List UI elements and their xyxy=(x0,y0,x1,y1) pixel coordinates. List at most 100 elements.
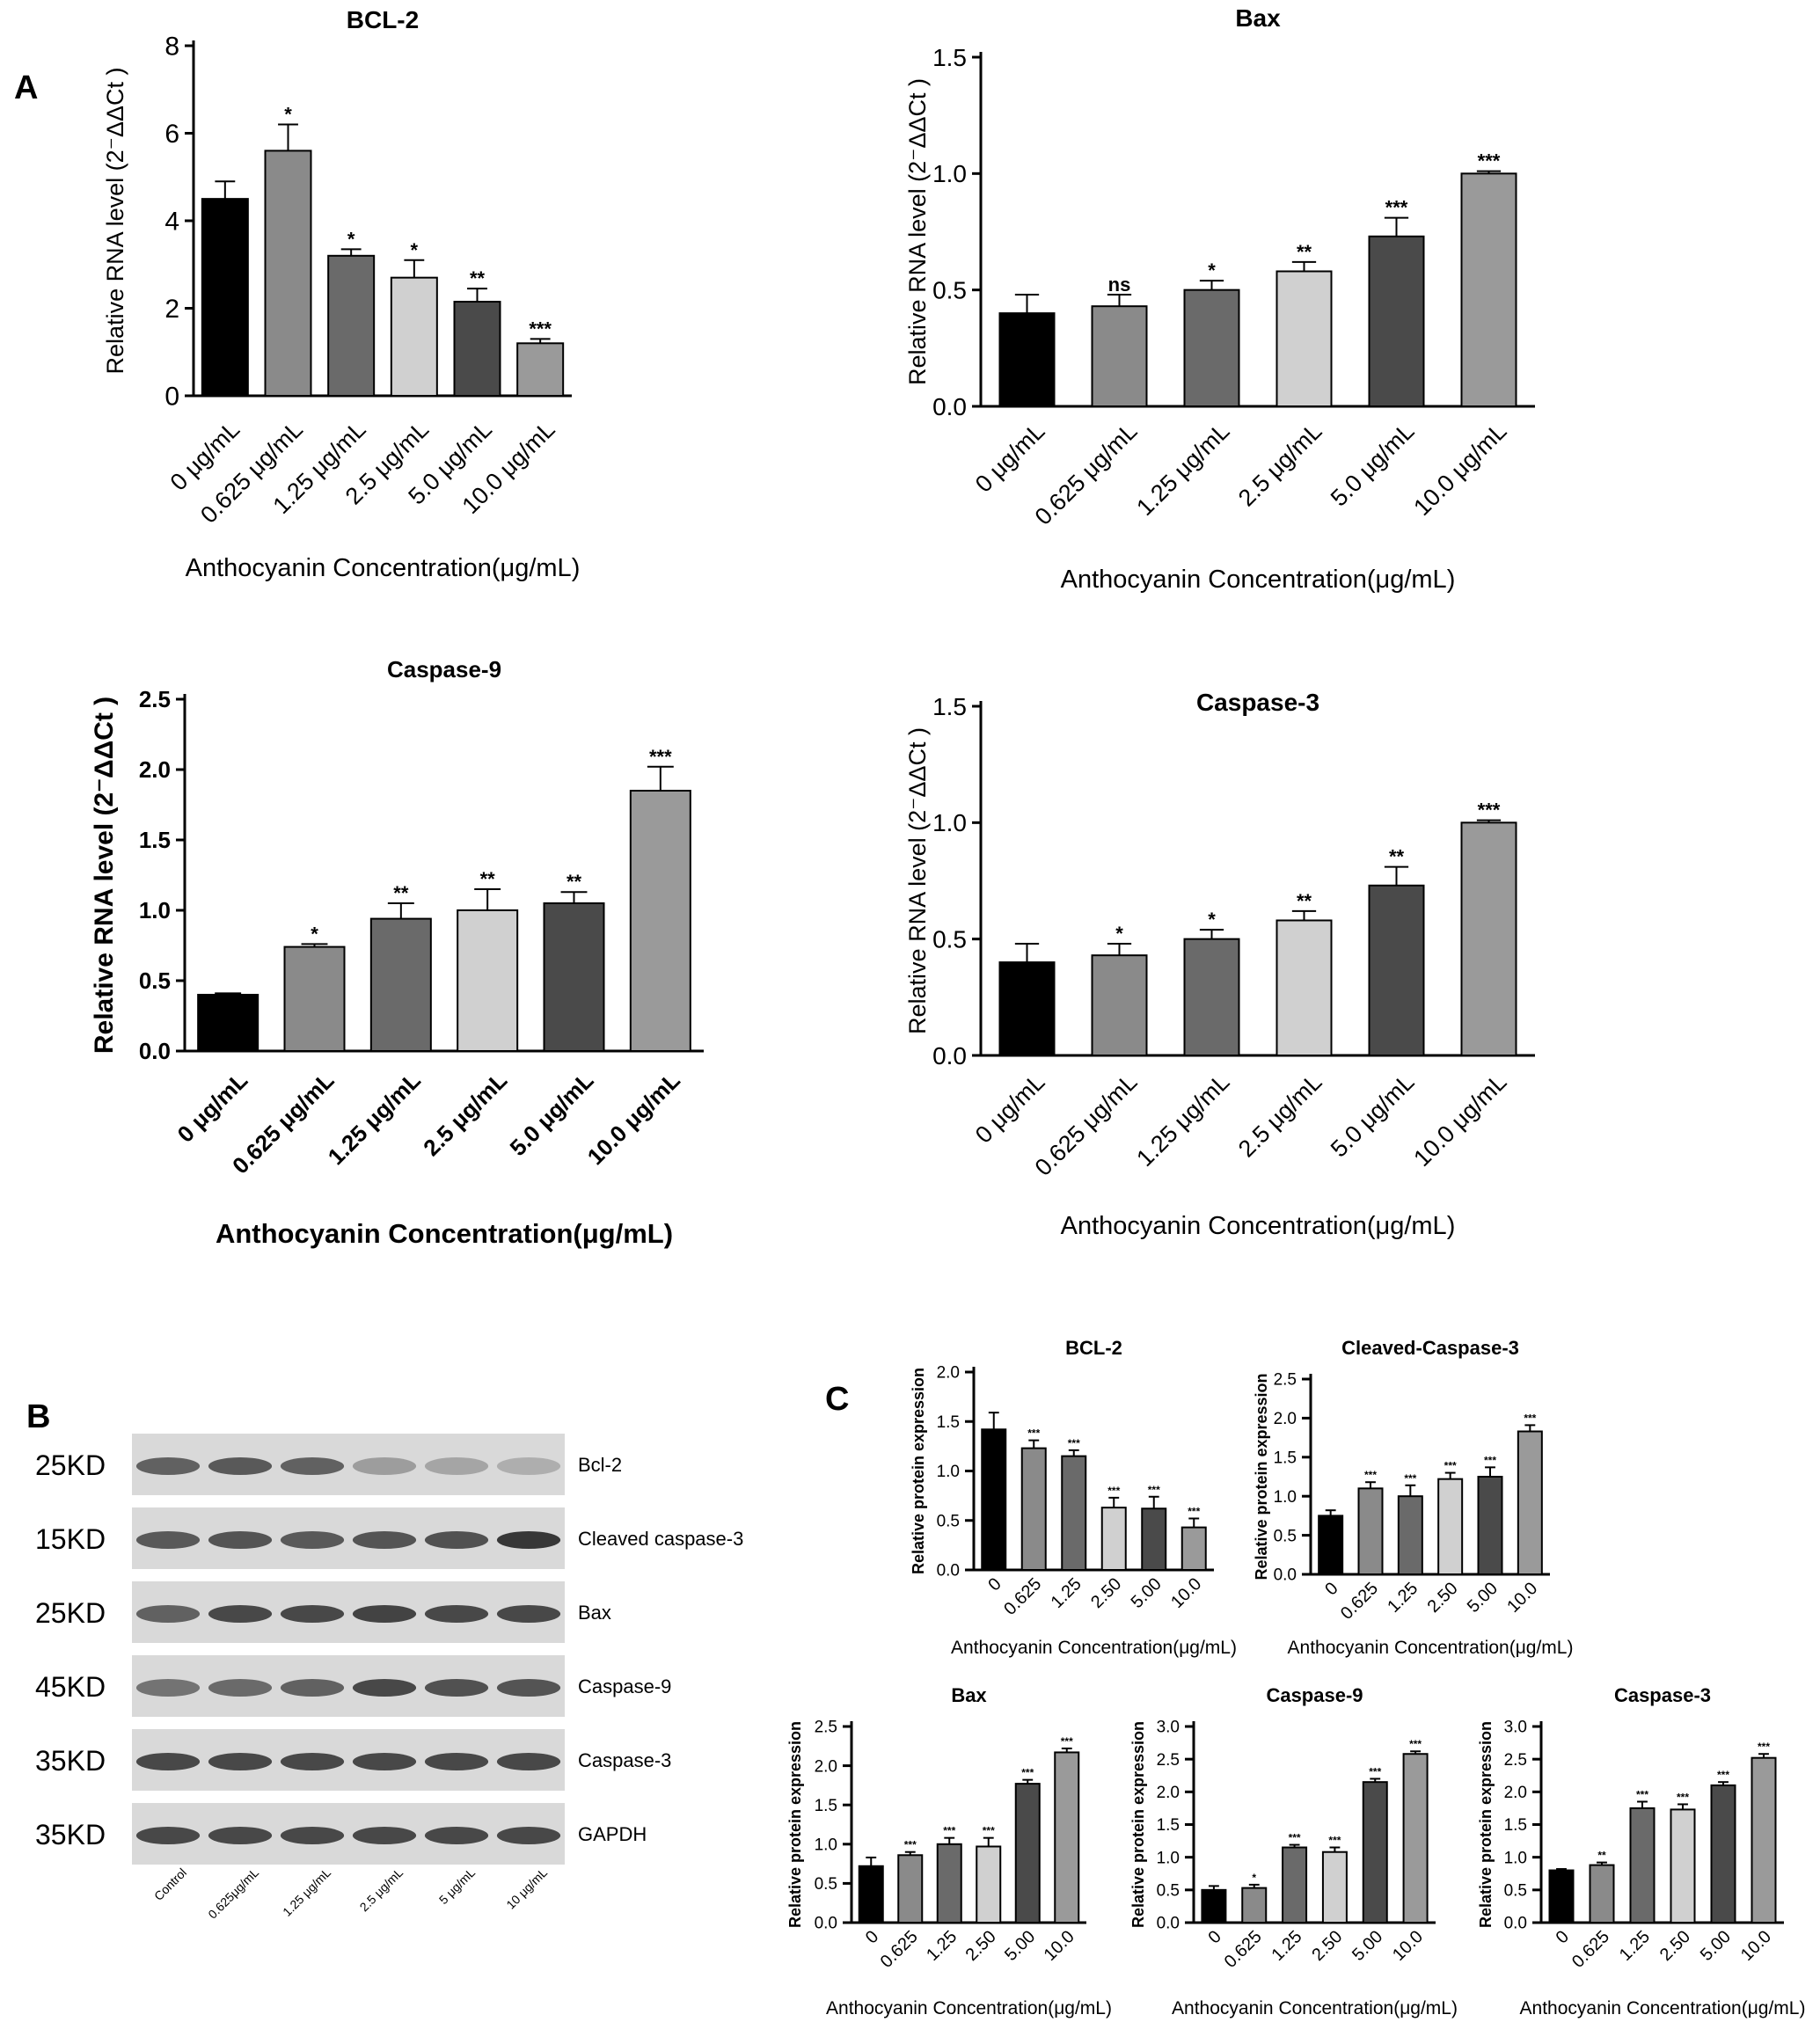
category-label: 0 xyxy=(862,1927,882,1947)
significance-label: ** xyxy=(1389,846,1405,868)
significance-label: *** xyxy=(649,746,672,768)
y-tick-label: 0.0 xyxy=(1157,1915,1180,1933)
blot-band xyxy=(208,1605,273,1623)
x-axis-label: Anthocyanin Concentration(μg/mL) xyxy=(1061,566,1456,594)
y-tick-label: 1.0 xyxy=(932,809,967,836)
category-label: 2.50 xyxy=(1087,1574,1125,1612)
bar xyxy=(1091,954,1148,1057)
y-tick-label: 0.5 xyxy=(932,276,967,303)
significance-label: *** xyxy=(1148,1484,1160,1496)
western-blot: 25KD Bcl-2 15KD Cleaved caspase-3 25KD Bax 45K… xyxy=(35,1434,743,1922)
blot-band xyxy=(280,1679,345,1697)
significance-label: *** xyxy=(1068,1437,1080,1449)
category-label: 2.5 μg/mL xyxy=(418,1067,512,1161)
y-tick-label: 1.0 xyxy=(932,160,967,187)
bar xyxy=(1357,1487,1384,1575)
blot-band xyxy=(135,1827,201,1844)
significance-label: *** xyxy=(1478,799,1501,821)
significance-label: *** xyxy=(1385,197,1408,219)
significance-label: * xyxy=(411,239,419,261)
molecular-weight-label: 35KD xyxy=(35,1745,106,1777)
blot-row: 15KD Cleaved caspase-3 xyxy=(35,1507,743,1569)
y-tick-label: 2.5 xyxy=(1504,1751,1527,1770)
category-label: 1.25 xyxy=(1616,1927,1654,1965)
significance-label: * xyxy=(1208,909,1216,931)
bar xyxy=(457,909,519,1052)
bar xyxy=(1710,1784,1736,1924)
y-tick-label: 0.5 xyxy=(139,967,171,994)
y-tick-label: 0.5 xyxy=(932,925,967,953)
lane-label: 5 μg/mL xyxy=(436,1865,478,1907)
category-label: 5.0 μg/mL xyxy=(1326,1069,1420,1163)
lane-label: 1.25 μg/mL xyxy=(280,1865,333,1919)
significance-label: * xyxy=(284,104,292,126)
significance-label: *** xyxy=(1188,1506,1200,1518)
chart-c4: Caspase-9 0.0 0.5 1.0 1.5 2.0 2.5 3.0 Relative p… xyxy=(1129,1684,1458,2018)
category-label: 0 μg/mL xyxy=(172,1067,252,1148)
bar xyxy=(1402,1753,1429,1923)
significance-label: *** xyxy=(1289,1832,1301,1844)
y-tick-label: 3.0 xyxy=(1504,1719,1527,1737)
category-label: 0 xyxy=(984,1574,1005,1595)
y-tick-label: 1.5 xyxy=(139,827,171,853)
bar xyxy=(1670,1808,1696,1923)
significance-label: *** xyxy=(1027,1427,1040,1440)
y-tick-label: 0.0 xyxy=(1504,1915,1527,1933)
y-tick-label: 1.0 xyxy=(1274,1488,1297,1507)
y-tick-label: 1.0 xyxy=(815,1836,837,1854)
bar xyxy=(516,342,565,397)
category-label: 0 μg/mL xyxy=(970,1069,1050,1149)
bar xyxy=(197,994,259,1052)
category-label: 0.625 xyxy=(1000,1574,1045,1619)
bar xyxy=(1362,1781,1388,1924)
molecular-weight-label: 15KD xyxy=(35,1523,106,1555)
category-label: 2.5 μg/mL xyxy=(1233,1069,1327,1163)
bar xyxy=(1061,1455,1087,1571)
blot-band xyxy=(208,1827,273,1844)
bar xyxy=(1054,1751,1080,1924)
y-axis-label: Relative protein expression xyxy=(1253,1373,1270,1580)
y-tick-label: 0.5 xyxy=(1504,1881,1527,1900)
category-label: 5.00 xyxy=(1001,1927,1039,1965)
significance-label: *** xyxy=(1524,1412,1536,1424)
y-tick-label: 0.0 xyxy=(815,1915,837,1933)
molecular-weight-label: 25KD xyxy=(35,1597,106,1629)
chart-c3: Bax 0.0 0.5 1.0 1.5 2.0 2.5 Relative protein ex… xyxy=(786,1684,1112,2018)
blot-membrane xyxy=(132,1655,565,1717)
y-tick-label: 0.5 xyxy=(937,1512,960,1530)
category-label: 5.00 xyxy=(1349,1927,1386,1965)
blot-band xyxy=(424,1827,489,1844)
y-axis-label: Relative RNA level (2⁻ΔΔCt ) xyxy=(904,727,931,1034)
chart-title: Caspase-3 xyxy=(1614,1684,1711,1706)
y-axis-label: Relative protein expression xyxy=(910,1368,927,1574)
protein-label: Cleaved caspase-3 xyxy=(578,1528,743,1550)
bar xyxy=(1183,288,1240,407)
bar xyxy=(976,1845,1002,1924)
significance-label: ** xyxy=(566,871,582,893)
blot-band xyxy=(208,1679,273,1697)
significance-label: *** xyxy=(1021,1767,1034,1779)
bar xyxy=(858,1865,884,1923)
category-label: 5.00 xyxy=(1128,1574,1166,1612)
category-label: 10.0 xyxy=(1389,1927,1427,1965)
significance-label: *** xyxy=(529,318,552,339)
category-label: 0.625 xyxy=(1221,1927,1266,1972)
bar xyxy=(629,790,691,1052)
bar xyxy=(897,1854,924,1924)
blot-band xyxy=(280,1605,345,1623)
y-tick-label: 1.5 xyxy=(1274,1449,1297,1467)
bar xyxy=(1517,1430,1543,1575)
y-tick-label: 2.5 xyxy=(815,1719,837,1737)
blot-band xyxy=(352,1753,417,1770)
y-tick-label: 1.5 xyxy=(1504,1816,1527,1835)
y-tick-label: 0.5 xyxy=(1157,1881,1180,1900)
panel-label-b: B xyxy=(26,1398,50,1435)
category-label: 1.25 μg/mL xyxy=(323,1067,426,1170)
category-label: 1.25 μg/mL xyxy=(1131,1069,1234,1172)
y-tick-label: 2.0 xyxy=(1157,1784,1180,1802)
significance-label: * xyxy=(1252,1872,1256,1884)
protein-label: Caspase-9 xyxy=(578,1675,671,1697)
y-tick-label: 1.0 xyxy=(1157,1849,1180,1867)
blot-membrane xyxy=(132,1803,565,1865)
